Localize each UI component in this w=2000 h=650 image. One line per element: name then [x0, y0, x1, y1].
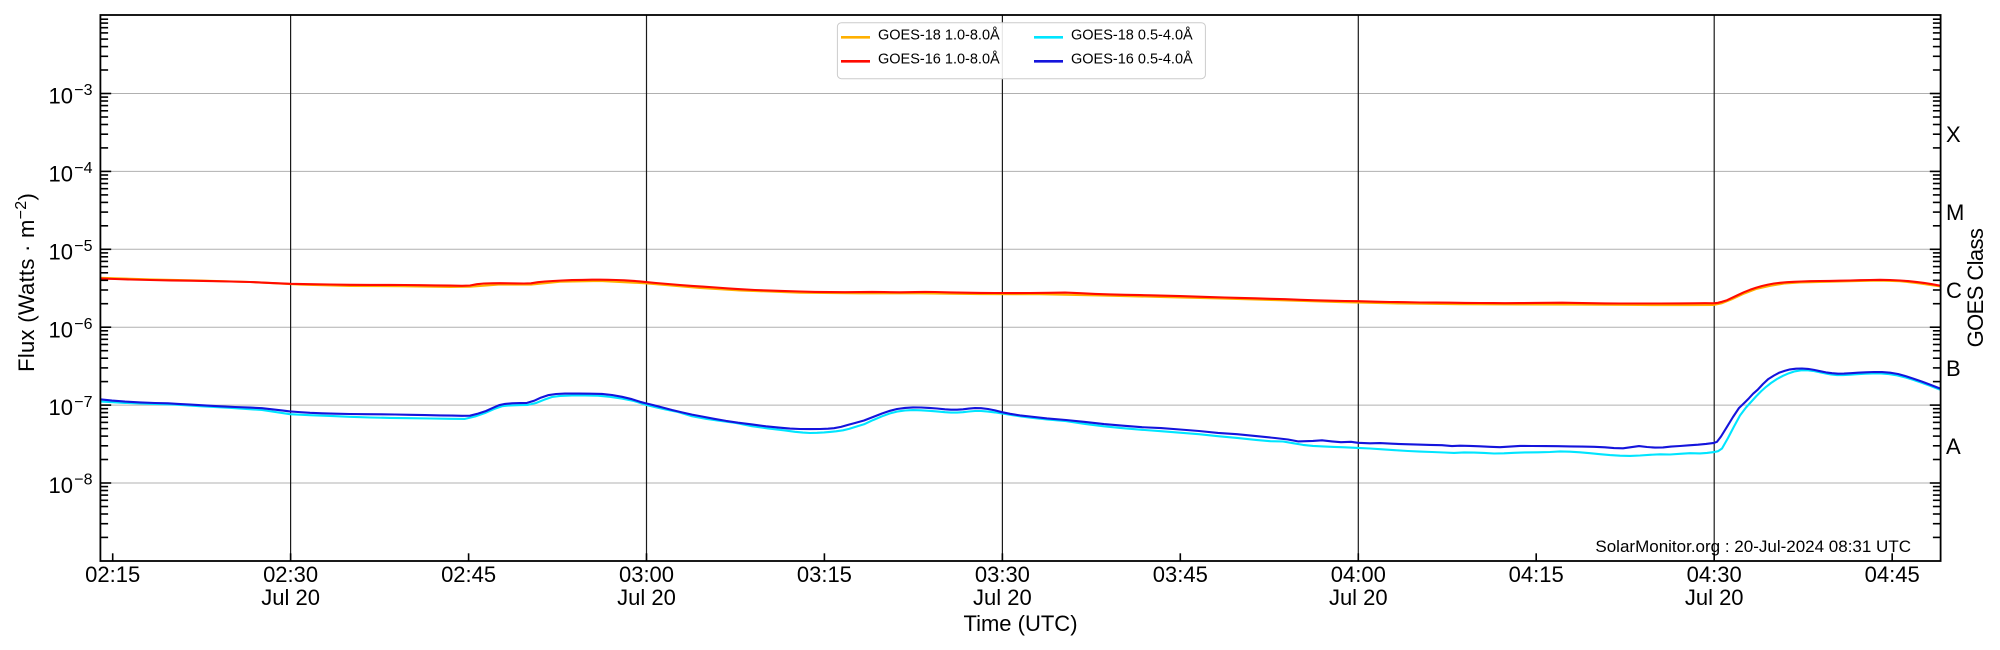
svg-text:Flux (Watts · m−2): Flux (Watts · m−2) — [13, 193, 39, 372]
svg-text:B: B — [1946, 356, 1961, 381]
svg-text:10: 10 — [49, 317, 73, 342]
svg-text:−7: −7 — [74, 394, 92, 411]
svg-text:SolarMonitor.org : 20-Jul-2024: SolarMonitor.org : 20-Jul-2024 08:31 UTC — [1595, 537, 1911, 556]
svg-text:A: A — [1946, 434, 1961, 459]
svg-text:X: X — [1946, 122, 1961, 147]
svg-text:03:15: 03:15 — [797, 562, 852, 587]
svg-text:GOES-16 0.5-4.0Å: GOES-16 0.5-4.0Å — [1071, 51, 1193, 68]
svg-text:GOES-16 1.0-8.0Å: GOES-16 1.0-8.0Å — [878, 51, 1000, 68]
svg-text:10: 10 — [49, 395, 73, 420]
svg-text:03:45: 03:45 — [1153, 562, 1208, 587]
svg-text:03:00: 03:00 — [619, 562, 674, 587]
svg-text:10: 10 — [49, 162, 73, 187]
svg-text:Jul 20: Jul 20 — [973, 585, 1032, 610]
svg-text:04:30: 04:30 — [1687, 562, 1742, 587]
svg-text:GOES-18 0.5-4.0Å: GOES-18 0.5-4.0Å — [1071, 27, 1193, 44]
svg-text:M: M — [1946, 200, 1964, 225]
svg-text:Jul 20: Jul 20 — [261, 585, 320, 610]
svg-text:−3: −3 — [74, 82, 92, 99]
svg-text:−4: −4 — [74, 160, 92, 177]
svg-text:04:00: 04:00 — [1331, 562, 1386, 587]
svg-text:10: 10 — [49, 84, 73, 109]
svg-text:04:15: 04:15 — [1509, 562, 1564, 587]
svg-text:Jul 20: Jul 20 — [617, 585, 676, 610]
svg-text:Jul 20: Jul 20 — [1329, 585, 1388, 610]
svg-text:10: 10 — [49, 473, 73, 498]
svg-text:02:30: 02:30 — [263, 562, 318, 587]
svg-text:C: C — [1946, 278, 1962, 303]
svg-text:04:45: 04:45 — [1865, 562, 1920, 587]
svg-text:Time (UTC): Time (UTC) — [963, 611, 1077, 636]
svg-text:GOES-18 1.0-8.0Å: GOES-18 1.0-8.0Å — [878, 27, 1000, 44]
svg-text:10: 10 — [49, 239, 73, 264]
svg-text:−5: −5 — [74, 238, 92, 255]
svg-text:−8: −8 — [74, 472, 92, 489]
svg-text:GOES Class: GOES Class — [1963, 228, 1988, 347]
svg-text:Jul 20: Jul 20 — [1685, 585, 1744, 610]
svg-text:02:15: 02:15 — [85, 562, 140, 587]
svg-text:02:45: 02:45 — [441, 562, 496, 587]
svg-text:03:30: 03:30 — [975, 562, 1030, 587]
svg-text:−6: −6 — [74, 316, 92, 333]
